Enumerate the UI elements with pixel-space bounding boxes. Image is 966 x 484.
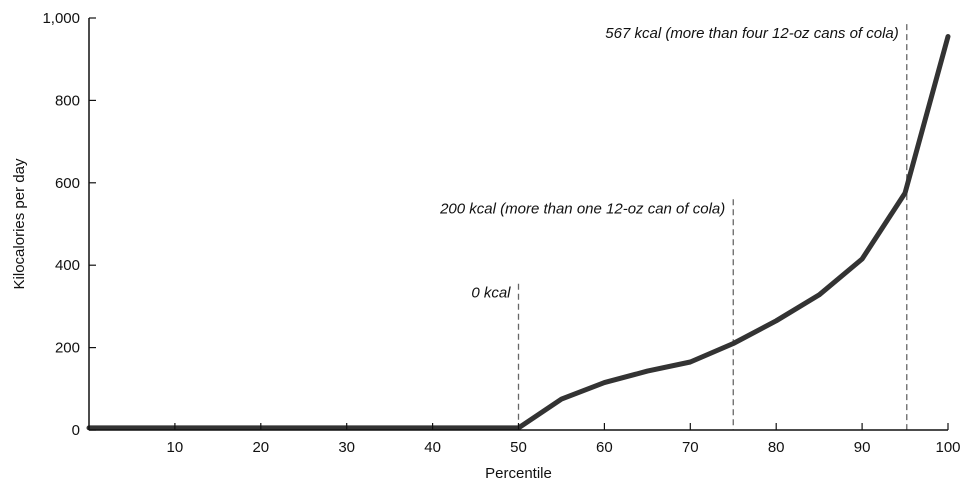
x-tick-label: 80 bbox=[768, 439, 785, 456]
y-tick-label: 600 bbox=[55, 175, 80, 192]
annotation-label: 567 kcal (more than four 12-oz cans of c… bbox=[605, 25, 898, 42]
x-tick-label: 40 bbox=[424, 439, 441, 456]
y-tick-label: 400 bbox=[55, 257, 80, 274]
y-tick-label: 0 bbox=[72, 422, 80, 439]
x-tick-label: 70 bbox=[682, 439, 699, 456]
annotation-label: 200 kcal (more than one 12-oz can of col… bbox=[439, 200, 725, 217]
x-axis-label: Percentile bbox=[485, 465, 552, 482]
x-tick-label: 30 bbox=[338, 439, 355, 456]
y-tick-label: 800 bbox=[55, 92, 80, 109]
y-tick-label: 1,000 bbox=[42, 10, 80, 27]
x-tick-label: 60 bbox=[596, 439, 613, 456]
x-tick-label: 50 bbox=[510, 439, 527, 456]
y-tick-label: 200 bbox=[55, 340, 80, 357]
y-axis-label: Kilocalories per day bbox=[11, 158, 28, 289]
x-tick-label: 100 bbox=[935, 439, 960, 456]
x-tick-label: 20 bbox=[252, 439, 269, 456]
series-line bbox=[86, 34, 951, 431]
x-tick-label: 90 bbox=[854, 439, 871, 456]
annotation-label: 0 kcal bbox=[471, 285, 511, 302]
x-tick-label: 10 bbox=[167, 439, 184, 456]
